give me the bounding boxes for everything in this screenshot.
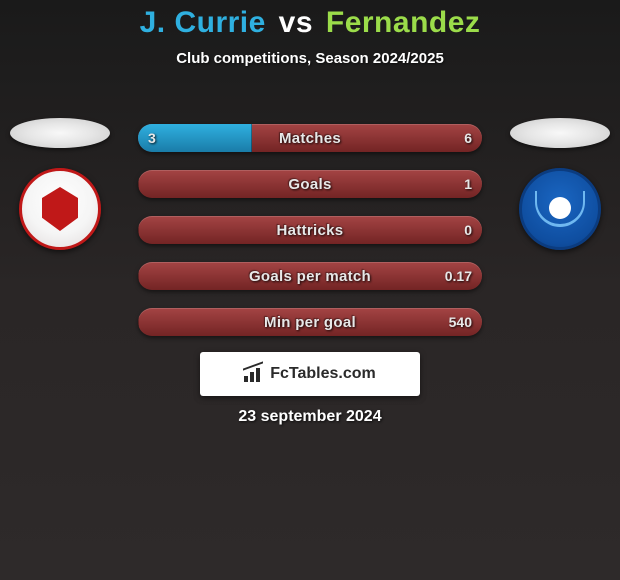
left-team-column	[10, 118, 110, 250]
stats-bars: 3 Matches 6 Goals 1 Hattricks 0 Goals pe…	[138, 124, 482, 336]
chart-bars-icon	[244, 366, 264, 382]
right-team-column	[510, 118, 610, 250]
stat-bar-goals-per-match: Goals per match 0.17	[138, 262, 482, 290]
brand-card[interactable]: FcTables.com	[200, 352, 420, 396]
stat-bar-goals: Goals 1	[138, 170, 482, 198]
shield-icon	[40, 187, 80, 231]
left-team-crest-icon	[19, 168, 101, 250]
stat-bar-hattricks: Hattricks 0	[138, 216, 482, 244]
vs-label: vs	[279, 6, 313, 39]
stat-bar-min-per-goal: Min per goal 540	[138, 308, 482, 336]
player2-name: Fernandez	[326, 6, 481, 39]
club-badge-icon	[535, 191, 585, 227]
stat-value-right: 0.17	[420, 262, 472, 290]
stat-value-right: 540	[420, 308, 472, 336]
stat-value-right: 0	[420, 216, 472, 244]
right-plinth	[510, 118, 610, 148]
comparison-card: J. Currie vs Fernandez Club competitions…	[0, 0, 620, 580]
stat-bar-matches: 3 Matches 6	[138, 124, 482, 152]
player1-name: J. Currie	[140, 6, 266, 39]
brand-label: FcTables.com	[270, 365, 376, 383]
stat-value-right: 6	[420, 124, 472, 152]
left-plinth	[10, 118, 110, 148]
stat-value-right: 1	[420, 170, 472, 198]
date-label: 23 september 2024	[0, 408, 620, 426]
right-team-crest-icon	[519, 168, 601, 250]
subtitle: Club competitions, Season 2024/2025	[0, 50, 620, 67]
page-title: J. Currie vs Fernandez	[0, 6, 620, 40]
